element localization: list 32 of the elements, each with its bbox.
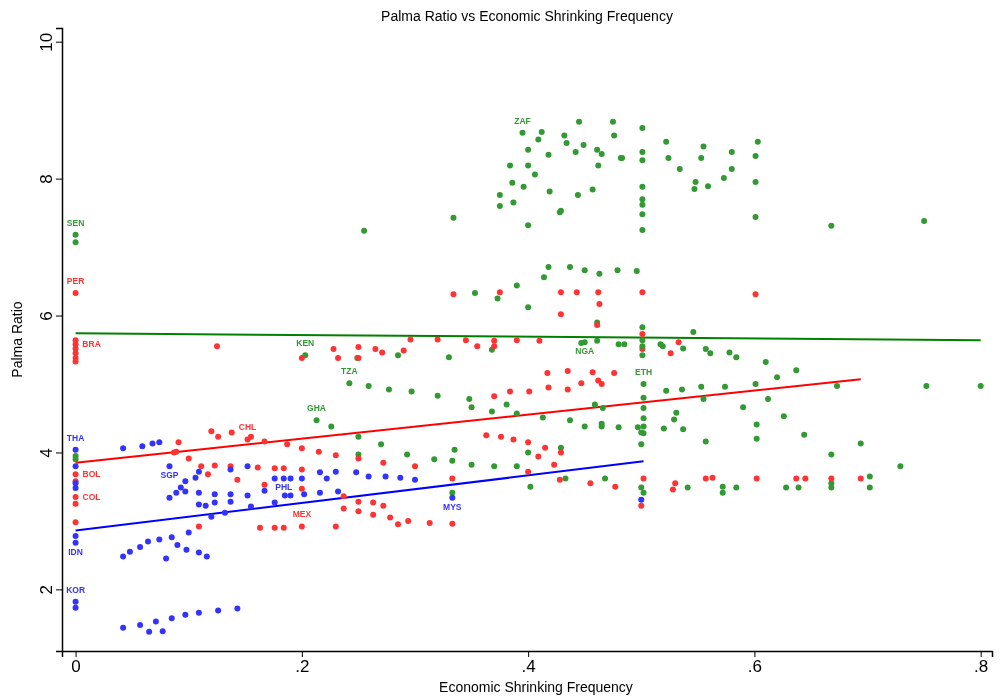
series-label: ZAF bbox=[514, 115, 531, 126]
y-tick-label: 8 bbox=[37, 174, 56, 184]
x-tick-label: .2 bbox=[295, 657, 310, 677]
series-label: SEN bbox=[66, 217, 85, 228]
series-label: KOR bbox=[66, 584, 86, 595]
x-tick-label: .8 bbox=[974, 657, 989, 677]
y-tick-label: 2 bbox=[37, 585, 56, 595]
series-label: TZA bbox=[341, 366, 358, 377]
series-label: IDN bbox=[68, 546, 83, 557]
chart-title: Palma Ratio vs Economic Shrinking Frequency bbox=[381, 8, 673, 24]
series-label: CHL bbox=[238, 422, 257, 433]
y-tick-label: 6 bbox=[37, 311, 56, 321]
series-label: SGP bbox=[160, 470, 179, 481]
series-label: PHL bbox=[275, 482, 293, 493]
y-tick-label: 10 bbox=[37, 32, 56, 52]
y-axis-title: Palma Ratio bbox=[9, 301, 25, 378]
series-label: BRA bbox=[82, 339, 101, 350]
series-label: MEX bbox=[292, 509, 312, 520]
series-label: BOL bbox=[82, 469, 101, 480]
series-label: GHA bbox=[307, 403, 327, 414]
series-label: NGA bbox=[575, 346, 595, 357]
series-label: KEN bbox=[296, 338, 315, 349]
series-label: PER bbox=[66, 275, 85, 286]
x-tick-label: 0 bbox=[71, 657, 81, 677]
series-label: ETH bbox=[635, 367, 653, 377]
x-tick-label: .4 bbox=[521, 657, 536, 677]
series-label: MYS bbox=[443, 501, 462, 512]
series-label: COL bbox=[82, 491, 101, 502]
x-axis-title: Economic Shrinking Frequency bbox=[439, 679, 633, 695]
series-label: THA bbox=[66, 432, 85, 443]
y-tick-label: 4 bbox=[37, 448, 56, 458]
x-tick-label: .6 bbox=[747, 657, 762, 677]
